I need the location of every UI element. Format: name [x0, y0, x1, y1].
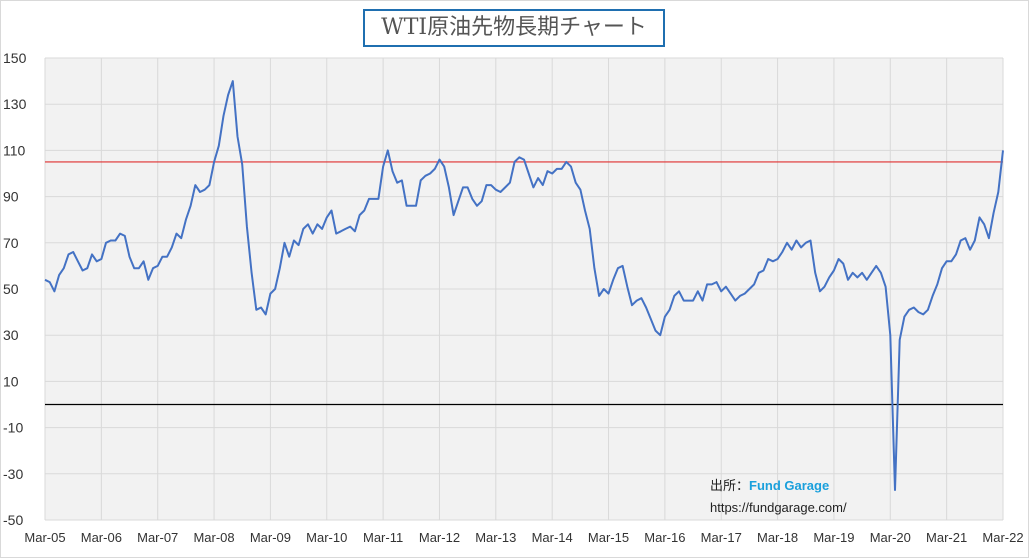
x-tick-label: Mar-11	[363, 530, 403, 545]
x-tick-label: Mar-14	[532, 530, 573, 545]
x-tick-label: Mar-12	[419, 530, 460, 545]
x-tick-label: Mar-06	[81, 530, 122, 545]
source-brand: Fund Garage	[749, 478, 830, 493]
x-tick-label: Mar-18	[757, 530, 798, 545]
x-tick-label: Mar-09	[250, 530, 291, 545]
x-tick-label: Mar-15	[588, 530, 629, 545]
y-tick-label: 130	[3, 96, 27, 112]
x-tick-label: Mar-19	[813, 530, 854, 545]
x-tick-label: Mar-16	[644, 530, 685, 545]
x-tick-label: Mar-17	[701, 530, 742, 545]
source-url[interactable]: https://fundgarage.com/	[710, 500, 847, 515]
x-tick-label: Mar-13	[475, 530, 516, 545]
y-tick-label: 70	[3, 235, 19, 251]
y-tick-label: 50	[3, 281, 19, 297]
y-tick-label: 150	[3, 50, 27, 66]
x-tick-label: Mar-10	[306, 530, 347, 545]
source-label: 出所：	[710, 478, 750, 493]
x-tick-label: Mar-05	[24, 530, 65, 545]
y-tick-label: -30	[3, 466, 23, 482]
x-tick-label: Mar-20	[870, 530, 911, 545]
x-tick-label: Mar-07	[137, 530, 178, 545]
y-tick-label: -10	[3, 420, 23, 436]
x-tick-label: Mar-22	[982, 530, 1023, 545]
y-tick-label: 90	[3, 189, 19, 205]
y-tick-label: 10	[3, 373, 19, 389]
source-note: 出所：Fund Garage	[710, 475, 829, 494]
series-line-wti	[44, 80, 1004, 491]
y-tick-label: 110	[3, 142, 26, 158]
x-tick-label: Mar-21	[926, 530, 967, 545]
chart-title: WTI原油先物長期チャート	[363, 9, 665, 47]
x-tick-label: Mar-08	[193, 530, 234, 545]
y-tick-label: -50	[3, 512, 23, 528]
y-tick-label: 30	[3, 327, 19, 343]
